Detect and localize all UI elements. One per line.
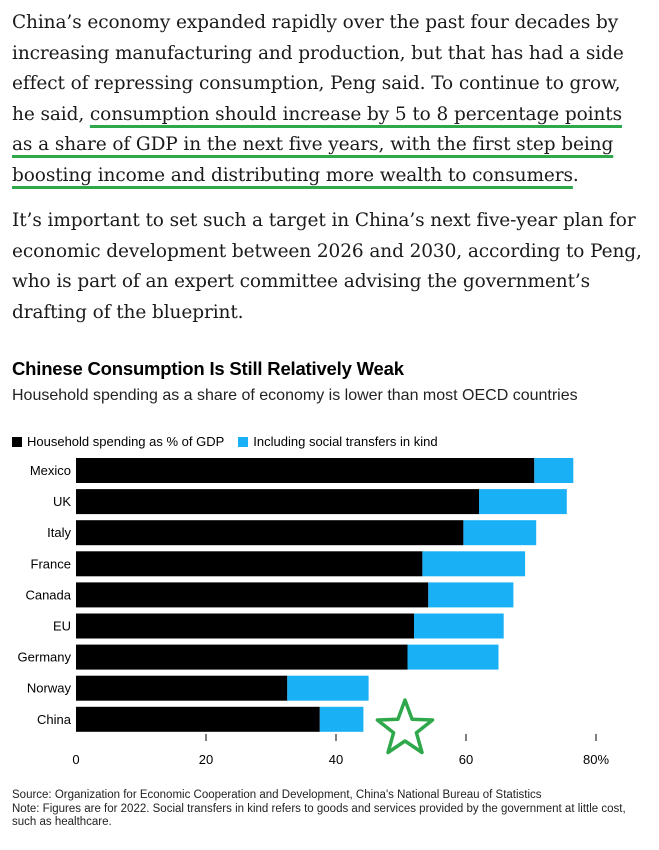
article-body: China’s economy expanded rapidly over th…: [12, 8, 647, 328]
chart-source: Source: Organization for Economic Cooper…: [12, 789, 542, 801]
category-label-uk: UK: [53, 494, 71, 509]
x-tick-label-20: 20: [199, 752, 213, 767]
x-tick-label-60: 60: [459, 752, 473, 767]
bar-uk-household: [76, 489, 479, 515]
article-paragraph-2: It’s important to set such a target in C…: [12, 210, 642, 323]
bar-canada-transfers: [428, 582, 514, 608]
category-label-norway: Norway: [27, 681, 72, 696]
paragraph-1-text: China’s economy expanded rapidly over th…: [12, 12, 624, 125]
category-label-italy: Italy: [47, 525, 71, 540]
chart-title: Chinese Consumption Is Still Relatively …: [12, 358, 404, 379]
bar-eu-transfers: [414, 613, 504, 639]
x-tick-label-80: 80%: [583, 752, 609, 767]
bar-italy-transfers: [463, 520, 537, 546]
bar-france-household: [76, 551, 423, 577]
legend-item-household: Household spending as % of GDP: [12, 434, 224, 449]
bar-china-household: [76, 706, 320, 732]
legend-swatch-household: [12, 436, 22, 447]
star-annotation-icon: [375, 698, 435, 755]
bar-uk-transfers: [479, 489, 567, 515]
paragraph-1-end: .: [572, 164, 579, 186]
bar-norway-transfers: [287, 675, 369, 701]
bar-mexico-household: [76, 458, 535, 483]
article-paragraph-1: China’s economy expanded rapidly over th…: [12, 8, 647, 191]
legend-label-transfers: Including social transfers in kind: [253, 434, 438, 449]
category-label-germany: Germany: [18, 650, 72, 665]
bar-germany-household: [76, 644, 408, 670]
category-label-eu: EU: [53, 619, 71, 634]
bar-china-transfers: [319, 706, 364, 732]
stacked-bar-chart: Mexico UK Italy France Canada EU Germany Norway…: [18, 458, 609, 767]
chart-subtitle: Household spending as a share of economy…: [12, 387, 578, 404]
bar-norway-household: [76, 675, 288, 701]
chart-note: Note: Figures are for 2022. Social trans…: [12, 802, 626, 829]
chart-legend: Household spending as % of GDP Including…: [12, 434, 452, 449]
bar-mexico-transfers: [534, 458, 574, 483]
x-tick-label-0: 0: [72, 752, 79, 767]
category-label-mexico: Mexico: [30, 463, 71, 478]
legend-item-transfers: Including social transfers in kind: [238, 434, 438, 449]
bar-france-transfers: [422, 551, 526, 577]
x-tick-label-40: 40: [329, 752, 343, 767]
bar-italy-household: [76, 520, 464, 546]
underlined-quote: consumption should increase by 5 to 8 pe…: [12, 103, 622, 186]
bar-canada-household: [76, 582, 429, 608]
category-label-china: China: [37, 712, 72, 727]
category-label-canada: Canada: [25, 587, 71, 602]
bar-eu-household: [76, 613, 414, 639]
chart-footnote: Source: Organization for Economic Cooper…: [12, 789, 642, 830]
category-label-france: France: [31, 556, 71, 571]
bar-germany-transfers: [407, 644, 499, 670]
legend-label-household: Household spending as % of GDP: [27, 434, 225, 449]
legend-swatch-transfers: [238, 436, 249, 447]
